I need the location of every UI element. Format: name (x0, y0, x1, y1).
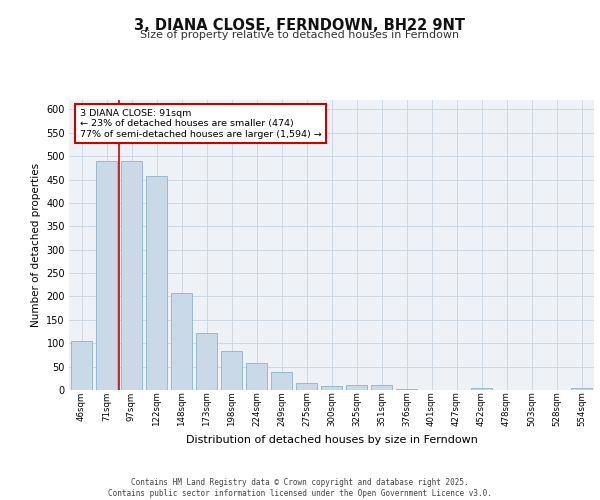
Text: Size of property relative to detached houses in Ferndown: Size of property relative to detached ho… (140, 30, 460, 40)
Bar (571, 388, 592, 390)
Bar (246, 364, 267, 390)
Bar (171, 293, 192, 390)
Text: Contains HM Land Registry data © Crown copyright and database right 2025.
Contai: Contains HM Land Registry data © Crown c… (108, 478, 492, 498)
Text: 3, DIANA CLOSE, FERNDOWN, BH22 9NT: 3, DIANA CLOSE, FERNDOWN, BH22 9NT (134, 18, 466, 32)
Bar (371, 385, 392, 390)
Bar (296, 384, 317, 390)
Bar (471, 388, 492, 390)
Bar (196, 333, 217, 390)
Bar (271, 372, 292, 390)
Bar (396, 388, 417, 390)
Text: 3 DIANA CLOSE: 91sqm
← 23% of detached houses are smaller (474)
77% of semi-deta: 3 DIANA CLOSE: 91sqm ← 23% of detached h… (79, 108, 321, 138)
X-axis label: Distribution of detached houses by size in Ferndown: Distribution of detached houses by size … (185, 434, 478, 444)
Bar (96, 161, 117, 390)
Bar (146, 176, 167, 390)
Bar (346, 385, 367, 390)
Bar (121, 161, 142, 390)
Y-axis label: Number of detached properties: Number of detached properties (31, 163, 41, 327)
Bar (321, 386, 342, 390)
Bar (71, 341, 92, 390)
Bar (221, 351, 242, 390)
